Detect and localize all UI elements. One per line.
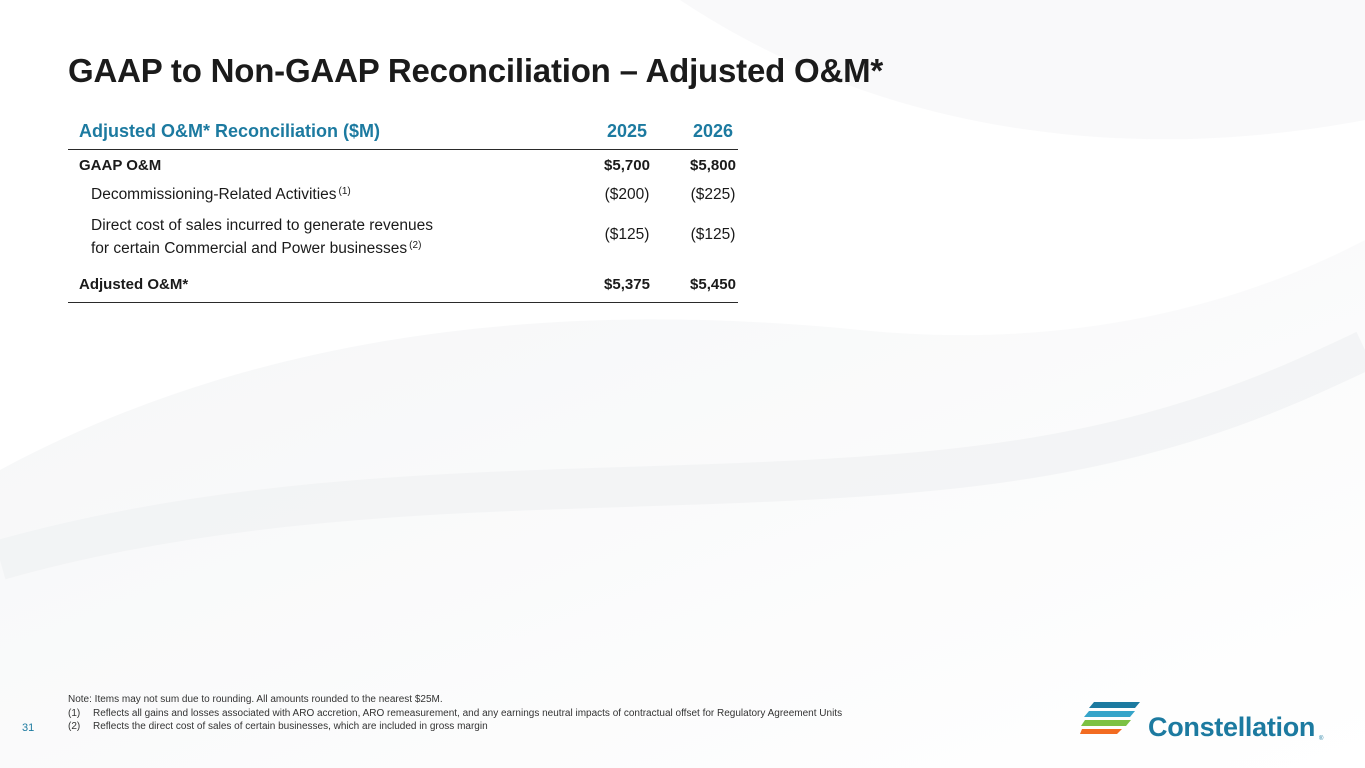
rounding-note: Note: Items may not sum due to rounding.…: [68, 693, 842, 707]
footnote-marker: (1): [68, 707, 80, 721]
footnote-marker: (2): [68, 720, 80, 734]
row-label: Adjusted O&M*: [79, 276, 188, 293]
footnote-text: Reflects the direct cost of sales of cer…: [93, 721, 488, 732]
logo-wordmark: Constellation: [1148, 712, 1315, 743]
footnote-text: Reflects all gains and losses associated…: [93, 708, 842, 719]
value-2025: $5,700: [572, 157, 682, 174]
header-year-2025: 2025: [572, 121, 682, 142]
reconciliation-table: Adjusted O&M* Reconciliation ($M) 2025 2…: [68, 114, 738, 303]
table-row: Adjusted O&M* $5,375 $5,450: [68, 268, 738, 303]
constellation-logo: Constellation ®: [1080, 700, 1330, 748]
value-2026: ($125): [685, 226, 741, 244]
value-2025: $5,375: [572, 276, 682, 293]
value-2025: ($200): [572, 186, 682, 204]
footnotes: Note: Items may not sum due to rounding.…: [68, 693, 842, 734]
row-label: GAAP O&M: [79, 157, 161, 174]
table-row: Decommissioning-Related Activities (1) ($…: [68, 180, 738, 212]
page-title: GAAP to Non-GAAP Reconciliation – Adjust…: [68, 52, 883, 90]
value-2026: $5,450: [685, 276, 741, 293]
value-2025: ($125): [572, 226, 682, 244]
page-number: 31: [22, 722, 34, 734]
registered-mark: ®: [1319, 736, 1323, 742]
header-year-2026: 2026: [685, 121, 741, 142]
table-row: Direct cost of sales incurred to generat…: [68, 212, 738, 268]
footnote-item: (1) Reflects all gains and losses associ…: [68, 707, 842, 721]
footnote-ref: (1): [339, 186, 351, 197]
table-row: GAAP O&M $5,700 $5,800: [68, 150, 738, 180]
table-header-row: Adjusted O&M* Reconciliation ($M) 2025 2…: [68, 114, 738, 150]
row-label: Direct cost of sales incurred to generat…: [91, 216, 511, 259]
value-2026: $5,800: [685, 157, 741, 174]
logo-stripes-icon: [1080, 700, 1144, 736]
row-label: Decommissioning-Related Activities (1): [91, 186, 351, 204]
footnote-ref: (2): [409, 240, 421, 251]
footnote-item: (2) Reflects the direct cost of sales of…: [68, 720, 842, 734]
header-label: Adjusted O&M* Reconciliation ($M): [79, 121, 380, 142]
value-2026: ($225): [685, 186, 741, 204]
